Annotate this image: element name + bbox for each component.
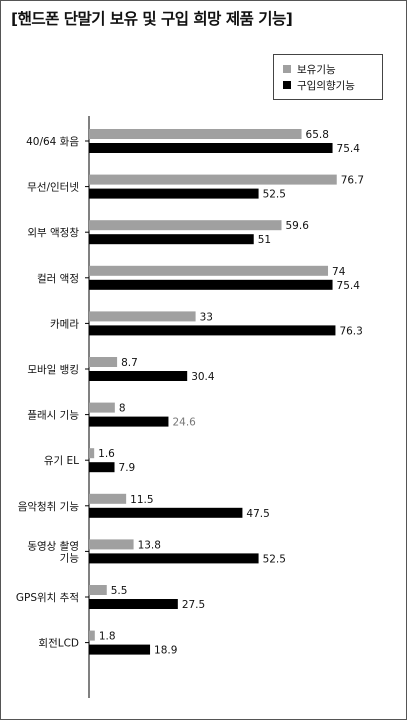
legend-swatch-owned [283,65,291,73]
bar-purchase-intent [89,143,333,153]
bar-owned [89,311,196,322]
legend-label-owned: 보유기능 [297,63,336,76]
category-label: 유기 EL [44,455,79,467]
bar-purchase-intent [89,325,336,336]
data-label: 8.7 [121,357,138,369]
bar-purchase-intent [89,553,259,564]
data-label: 11.5 [130,494,153,506]
bar-owned [89,402,115,413]
bar-owned [89,539,134,550]
bar-owned [89,630,95,641]
category-label: 플래시 기능 [27,410,79,422]
bar-purchase-intent [89,279,333,290]
data-label: 5.5 [111,585,128,597]
bar-owned [89,174,337,185]
data-label: 76.7 [341,175,364,187]
data-label: 75.4 [337,143,361,155]
data-label: 75.4 [337,280,361,292]
legend: 보유기능 구입의향기능 [273,54,383,100]
category-label: 기능 [60,552,80,564]
category-label: 외부 액정창 [27,227,79,239]
data-label: 51 [258,234,271,246]
data-label: 8 [119,403,126,415]
bar-owned [89,129,302,139]
category-label: 동영상 촬영 [27,540,79,552]
legend-label-purchase-intent: 구입의향기능 [297,79,355,92]
bar-owned [89,493,127,504]
data-label: 1.8 [99,631,116,643]
data-label: 18.9 [154,645,177,657]
bar-purchase-intent [89,507,243,518]
data-label: 30.4 [191,371,215,383]
category-label: 카메라 [50,318,79,330]
data-label: 74 [332,266,346,278]
data-label: 65.8 [306,129,329,141]
data-label: 27.5 [182,599,205,611]
data-label: 47.5 [246,508,269,520]
data-label: 7.9 [119,462,136,474]
bar-owned [89,448,95,459]
bar-purchase-intent [89,416,169,427]
data-label: 1.6 [98,448,115,460]
category-label: 무선/인터넷 [27,182,79,194]
category-label: 모바일 뱅킹 [27,363,79,376]
data-label: 52.5 [263,189,286,201]
bar-purchase-intent [89,644,151,655]
category-label: 회전LCD [38,638,79,650]
data-label: 33 [200,311,213,323]
category-label: GPS위치 추적 [16,591,79,604]
data-label: 76.3 [339,325,362,337]
data-label: 52.5 [263,553,286,565]
bar-owned [89,220,282,231]
bar-purchase-intent [89,371,188,381]
data-label: 13.8 [138,539,161,551]
bar-owned [89,357,118,367]
legend-swatch-purchase-intent [283,81,291,89]
legend-item-purchase-intent: 구입의향기능 [283,78,355,92]
bar-owned [89,265,329,276]
bar-purchase-intent [89,234,254,245]
category-label: 40/64 화음 [26,136,79,148]
bar-owned [89,585,107,595]
category-label: 음악청취 기능 [18,501,80,513]
legend-item-owned: 보유기능 [283,62,336,76]
data-label: 24.6 [172,417,196,429]
bar-purchase-intent [89,188,259,199]
data-label: 59.6 [286,220,310,232]
bar-purchase-intent [89,599,178,609]
category-label: 컬러 액정 [37,272,79,285]
chart-title: [핸드폰 단말기 보유 및 구입 희망 제품 기능] [11,10,293,28]
bar-purchase-intent [89,462,115,473]
